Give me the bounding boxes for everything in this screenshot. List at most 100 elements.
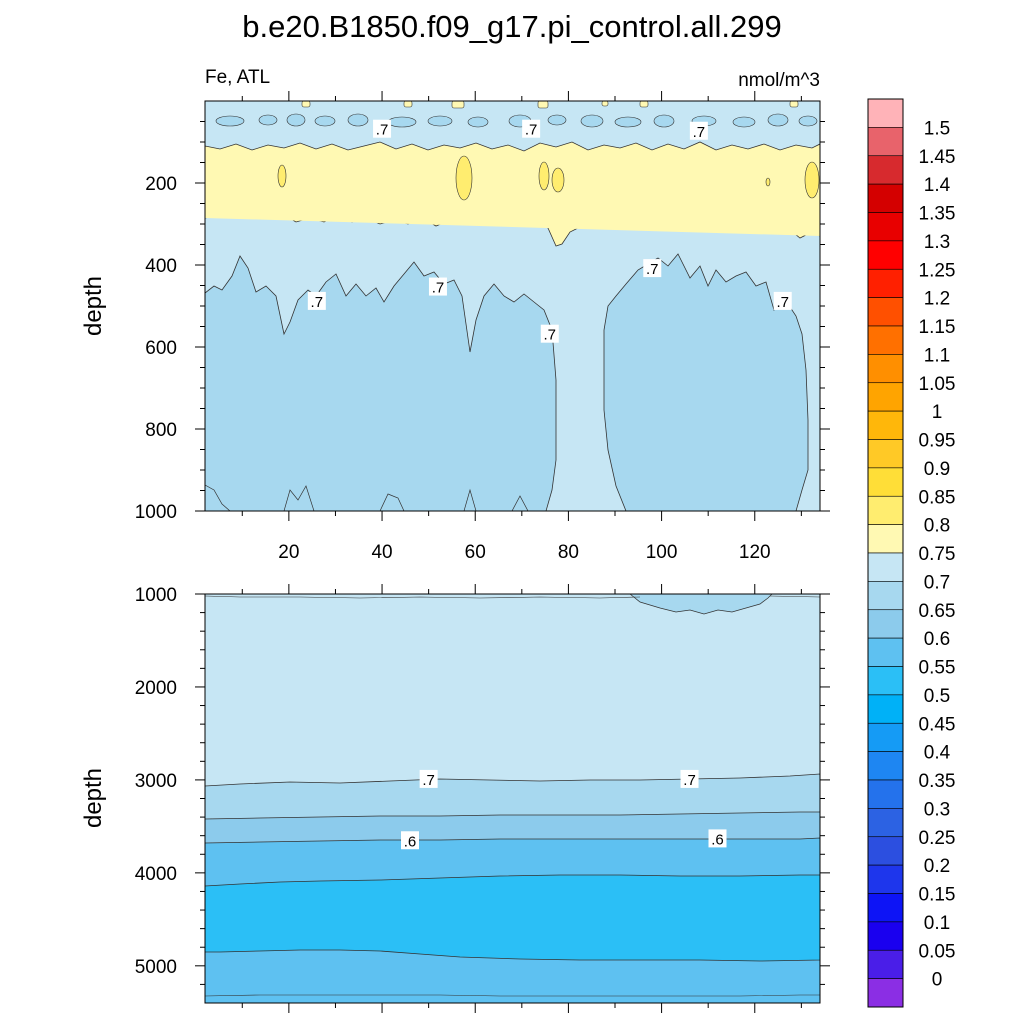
upper-contour-label-text: .7 [432, 280, 445, 297]
colorbar-label: 0.05 [919, 941, 956, 962]
upper-contour-label-bg [689, 121, 708, 140]
colorbar-label: 0 [932, 970, 943, 991]
upper-xtick-label: 100 [646, 542, 678, 563]
colorbar-swatch [867, 779, 904, 809]
colorbar-swatch [867, 524, 904, 554]
upper-contour-label-text: .7 [693, 124, 706, 141]
colorbar-swatch [867, 410, 904, 440]
lower-ytick-label: 1000 [135, 585, 177, 606]
colorbar-swatch [867, 212, 904, 242]
lower-contour-label-text: .6 [711, 831, 724, 848]
colorbar-swatch [867, 297, 904, 327]
colorbar-label: 1.5 [924, 118, 950, 139]
lower-ytick-label: 3000 [135, 771, 177, 792]
upper-surface-patches [215, 113, 818, 128]
upper-contour-label: .7 [373, 119, 392, 139]
upper-contour-label-bg [373, 119, 392, 138]
colorbar-swatch [867, 240, 904, 270]
upper-region-065-070-left [205, 255, 557, 511]
upper-contour-label: .7 [522, 119, 541, 139]
upper-bottom-contour [205, 484, 529, 511]
colorbar-label: 0.75 [919, 544, 956, 565]
lower-contour-label-bg [401, 831, 419, 850]
upper-region-075-080-lower [205, 200, 820, 236]
lower-contour-label-text: .6 [404, 833, 417, 850]
upper-contour-label-text: .7 [646, 261, 659, 278]
colorbar-label: 1.05 [919, 374, 956, 395]
colorbar-label: 0.95 [919, 431, 956, 452]
upper-ytick-label: 600 [145, 338, 177, 359]
lower-region-050-055 [205, 874, 820, 962]
colorbar-label: 0.55 [919, 658, 956, 679]
colorbar-swatch [867, 836, 904, 866]
colorbar-label: 0.65 [919, 601, 956, 622]
colorbar-label: 1.4 [924, 175, 951, 196]
lower-top-line [205, 595, 820, 599]
upper-ytick-label: 1000 [135, 502, 177, 523]
upper-region-065-070-right [603, 253, 809, 511]
lower-panel: 1000 2000 3000 4000 5000 .7 .7 .6 .6 depth [80, 584, 830, 1013]
colorbar-label: 0.4 [924, 743, 951, 764]
colorbar-swatch [867, 467, 904, 497]
colorbar-label: 1 [932, 402, 943, 423]
colorbar-swatch [867, 354, 904, 384]
colorbar-label: 0.25 [919, 828, 956, 849]
colorbar-swatch [867, 666, 904, 696]
lower-contour-label-bg [708, 829, 727, 848]
upper-contour-labels: .7 .7 .7 .7 .7 .7 .7 .7 [307, 119, 792, 344]
lower-ylabel: depth [80, 768, 107, 828]
lower-contour-label-bg [419, 769, 438, 788]
upper-xtick-label: 120 [739, 542, 771, 563]
upper-contour-label-bg [773, 291, 792, 310]
subtitle-left: Fe, ATL [205, 67, 270, 88]
colorbar-swatch [867, 694, 904, 724]
upper-axis-ticks: 20 40 60 80 100 120 200 400 600 800 1000 [135, 91, 830, 563]
lower-contour-label: .6 [401, 831, 419, 850]
upper-contour-label-text: .7 [376, 122, 389, 139]
colorbar-swatch [867, 439, 904, 469]
upper-contour-label-text: .7 [525, 122, 538, 139]
lower-contour-label: .6 [708, 829, 727, 848]
colorbar-swatch [867, 98, 904, 128]
colorbar-label: 0.3 [924, 799, 950, 820]
colorbar-swatch [867, 155, 904, 185]
colorbar-label: 1.25 [919, 260, 956, 281]
colorbar-swatch [867, 808, 904, 838]
colorbar-label: 1.45 [919, 147, 956, 168]
colorbar-label: 1.35 [919, 204, 956, 225]
colorbar-swatch [867, 581, 904, 611]
colorbar-label: 1.15 [919, 317, 956, 338]
colorbar-swatch [867, 751, 904, 781]
lower-axis-ticks: 1000 2000 3000 4000 5000 [135, 584, 830, 1013]
colorbar-swatch [867, 609, 904, 639]
colorbar-label: 1.1 [924, 345, 950, 366]
colorbar-swatch [867, 893, 904, 923]
colorbar-swatch [867, 183, 904, 213]
upper-ytick-label: 800 [145, 420, 177, 441]
colorbar-label: 0.7 [924, 572, 950, 593]
colorbar-label: 1.2 [924, 289, 950, 310]
colorbar-label: 0.85 [919, 487, 956, 508]
lower-ytick-label: 5000 [135, 957, 177, 978]
colorbar-swatch [867, 495, 904, 525]
colorbar-label: 0.35 [919, 771, 956, 792]
colorbar-swatch [867, 864, 904, 894]
upper-ytick-label: 200 [145, 174, 177, 195]
colorbar-label: 1.3 [924, 232, 950, 253]
upper-contour-label: .7 [643, 259, 662, 278]
upper-contour-label-text: .7 [311, 294, 324, 311]
colorbar-label: 0.45 [919, 714, 956, 735]
colorbar-swatch [867, 637, 904, 667]
upper-contour-label: .7 [540, 324, 559, 344]
upper-contour-label-bg [428, 277, 447, 296]
colorbar-swatch [867, 978, 904, 1008]
colorbar-swatch [867, 127, 904, 157]
upper-contour-label-text: .7 [544, 327, 557, 344]
colorbar-label: 0.9 [924, 459, 950, 480]
lower-top-patch-065-070 [629, 594, 773, 615]
upper-contour-label-bg [643, 259, 662, 278]
lower-contour-labels: .7 .7 .6 .6 [401, 769, 727, 850]
colorbar-label: 0.5 [924, 686, 950, 707]
lower-contour-label-bg [680, 769, 699, 788]
